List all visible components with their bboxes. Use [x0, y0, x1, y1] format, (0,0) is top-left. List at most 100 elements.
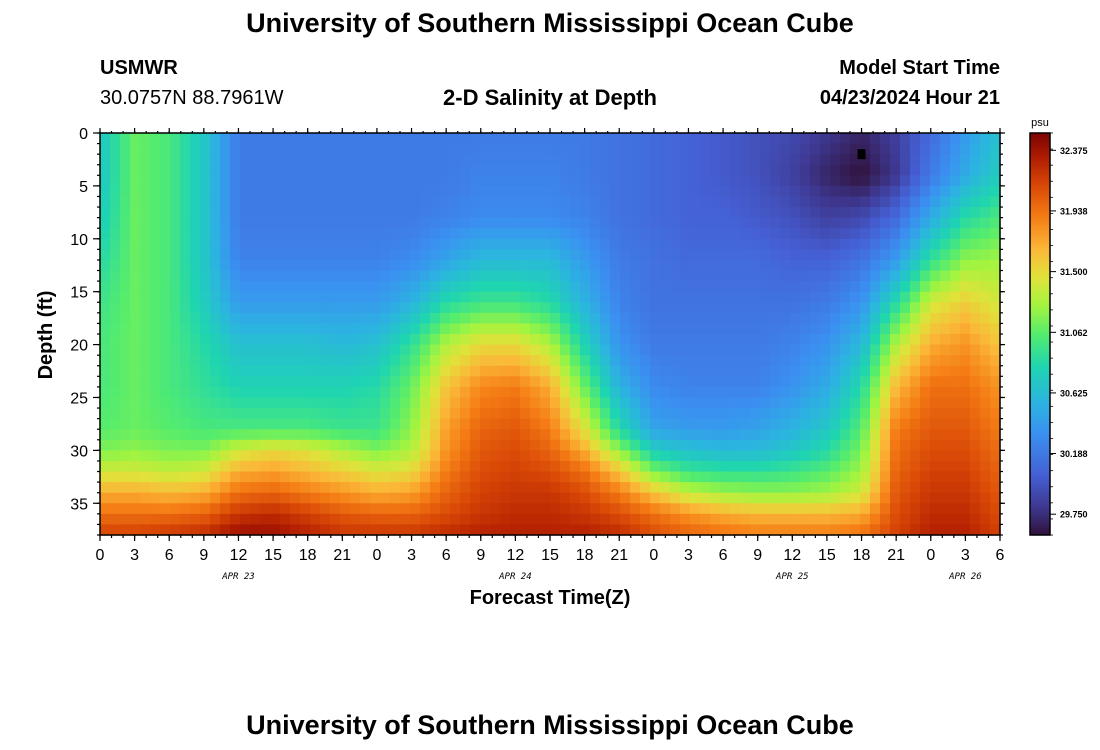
heatmap-cell: [870, 270, 881, 282]
heatmap-cell: [800, 397, 811, 409]
heatmap-cell: [600, 249, 611, 261]
heatmap-cell: [650, 133, 661, 145]
heatmap-cell: [950, 376, 961, 388]
heatmap-cell: [780, 323, 791, 335]
heatmap-cell: [880, 376, 891, 388]
heatmap-cell: [740, 524, 751, 536]
heatmap-cell: [900, 439, 911, 451]
heatmap-cell: [540, 185, 551, 198]
heatmap-cell: [690, 133, 701, 145]
heatmap-cell: [620, 418, 631, 430]
heatmap-cell: [680, 228, 691, 240]
heatmap-cell: [920, 185, 931, 198]
heatmap-cell: [240, 228, 251, 240]
heatmap-cell: [760, 492, 771, 504]
heatmap-cell: [530, 143, 541, 155]
heatmap-cell: [740, 207, 751, 219]
heatmap-cell: [440, 355, 451, 367]
heatmap-cell: [710, 439, 721, 451]
heatmap-cell: [590, 355, 601, 367]
heatmap-cell: [930, 355, 941, 367]
heatmap-cell: [780, 302, 791, 314]
heatmap-cell: [650, 164, 661, 176]
heatmap-cell: [520, 418, 531, 430]
heatmap-cell: [260, 503, 271, 515]
heatmap-cell: [550, 291, 561, 303]
heatmap-cell: [840, 344, 851, 356]
heatmap-cell: [610, 291, 621, 303]
heatmap-cell: [580, 196, 591, 208]
heatmap-cell: [130, 143, 141, 155]
heatmap-cell: [800, 133, 811, 145]
heatmap-cell: [710, 524, 721, 536]
heatmap-cell: [540, 312, 551, 325]
heatmap-cell: [300, 355, 311, 367]
heatmap-cell: [460, 418, 471, 430]
heatmap-cell: [330, 408, 341, 420]
heatmap-cell: [400, 281, 411, 293]
heatmap-cell: [210, 175, 221, 187]
heatmap-cell: [170, 524, 181, 536]
heatmap-cell: [550, 185, 561, 198]
heatmap-cell: [510, 302, 521, 314]
heatmap-cell: [760, 429, 771, 441]
heatmap-cell: [250, 143, 261, 155]
heatmap-cell: [940, 164, 951, 176]
heatmap-cell: [210, 386, 221, 399]
heatmap-cell: [580, 365, 591, 377]
heatmap-cell: [680, 365, 691, 377]
heatmap-cell: [700, 429, 711, 441]
heatmap-cell: [250, 312, 261, 325]
heatmap-cell: [480, 471, 491, 483]
heatmap-cell: [260, 143, 271, 155]
heatmap-cell: [920, 482, 931, 494]
heatmap-cell: [300, 482, 311, 494]
heatmap-cell: [940, 355, 951, 367]
heatmap-cell: [180, 408, 191, 420]
heatmap-cell: [590, 503, 601, 515]
heatmap-cell: [600, 164, 611, 176]
heatmap-cell: [800, 175, 811, 187]
heatmap-cell: [560, 355, 571, 367]
heatmap-cell: [900, 482, 911, 494]
heatmap-cell: [680, 386, 691, 399]
page-title: University of Southern Mississippi Ocean…: [246, 8, 854, 38]
heatmap-cell: [130, 460, 141, 473]
heatmap-cell: [640, 249, 651, 261]
heatmap-cell: [740, 418, 751, 430]
heatmap-cell: [590, 164, 601, 176]
heatmap-cell: [740, 344, 751, 356]
heatmap-cell: [730, 471, 741, 483]
heatmap-cell: [890, 418, 901, 430]
heatmap-cell: [350, 291, 361, 303]
heatmap-cell: [940, 312, 951, 325]
heatmap-cell: [320, 302, 331, 314]
heatmap-cell: [260, 133, 271, 145]
heatmap-cell: [860, 133, 871, 145]
heatmap-cell: [770, 249, 781, 261]
heatmap-cell: [550, 302, 561, 314]
heatmap-cell: [970, 185, 981, 198]
heatmap-cell: [830, 376, 841, 388]
heatmap-cell: [470, 439, 481, 451]
heatmap-cell: [910, 312, 921, 325]
heatmap-cell: [130, 365, 141, 377]
heatmap-cell: [990, 397, 1001, 409]
heatmap-cell: [440, 164, 451, 176]
heatmap-cell: [210, 185, 221, 198]
model-start-label: Model Start Time: [839, 57, 1000, 79]
heatmap-cell: [410, 503, 421, 515]
heatmap-cell: [320, 228, 331, 240]
heatmap-cell: [370, 471, 381, 483]
heatmap-cell: [450, 386, 461, 399]
heatmap-cell: [100, 513, 111, 526]
heatmap-cell: [170, 344, 181, 356]
heatmap-cell: [700, 302, 711, 314]
heatmap-cell: [870, 185, 881, 198]
heatmap-cell: [120, 185, 131, 198]
heatmap-cell: [520, 312, 531, 325]
heatmap-cell: [990, 376, 1001, 388]
heatmap-cell: [810, 429, 821, 441]
heatmap-cell: [410, 207, 421, 219]
heatmap-cell: [340, 217, 351, 229]
